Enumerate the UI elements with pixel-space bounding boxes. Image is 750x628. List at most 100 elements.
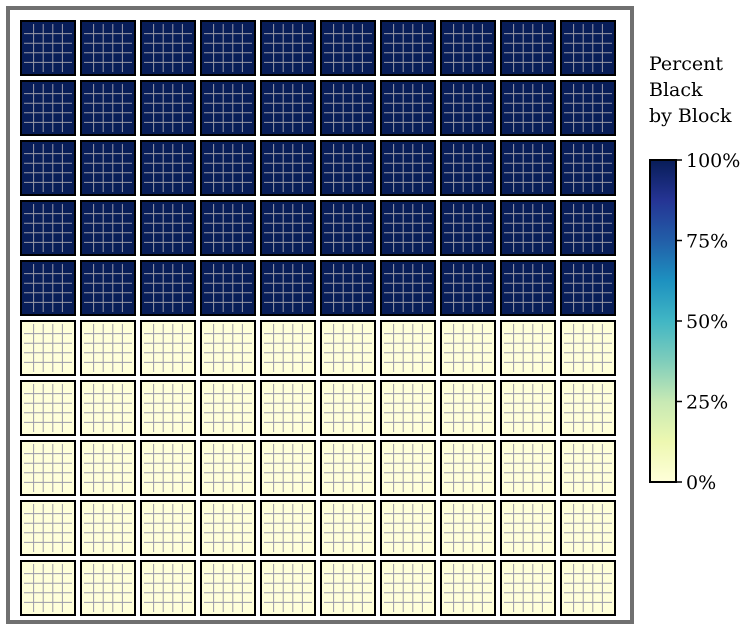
map-block [200,80,256,136]
map-block [500,500,556,556]
map-block [500,20,556,76]
map-block [80,140,136,196]
map-block [20,500,76,556]
map-block [20,260,76,316]
colorbar-legend: Percent Black by Block 100% 75% 50% 25% 0% [649,53,740,494]
map-block [440,440,496,496]
map-block [500,80,556,136]
map-block [80,380,136,436]
map-block [260,560,316,616]
map-block [20,200,76,256]
map-block [560,440,616,496]
map-block [260,80,316,136]
map-block [20,320,76,376]
map-block [260,320,316,376]
map-block [80,500,136,556]
map-block [500,560,556,616]
map-block [260,260,316,316]
map-block [260,200,316,256]
map-block [80,80,136,136]
colorbar-ticks: 100% 75% 50% 25% 0% [676,150,740,494]
map-block [200,140,256,196]
map-block [20,440,76,496]
map-block [380,560,436,616]
map-block [380,20,436,76]
map-block [380,380,436,436]
colorbar-tick-label: 50% [686,311,728,333]
map-block [200,260,256,316]
map-block [80,260,136,316]
map-block [320,200,376,256]
map-block [440,20,496,76]
map-block [440,560,496,616]
map-block [500,140,556,196]
map-block [140,440,196,496]
map-block [140,20,196,76]
map-block [380,500,436,556]
map-block [260,380,316,436]
map-block [20,20,76,76]
map-block [500,320,556,376]
map-block [560,200,616,256]
map-block [200,380,256,436]
map-block [560,320,616,376]
map-block [200,440,256,496]
block-grid [20,20,616,616]
colorbar-tick-label: 0% [686,472,716,494]
map-block [440,380,496,436]
map-block [440,260,496,316]
map-block [320,560,376,616]
map-block [320,20,376,76]
map-block [200,200,256,256]
map-block [20,140,76,196]
map-block [200,560,256,616]
map-block [320,440,376,496]
map-block [440,500,496,556]
map-block [500,440,556,496]
map-block [440,320,496,376]
map-block [20,560,76,616]
map-block [260,140,316,196]
map-block [260,500,316,556]
map-block [20,80,76,136]
colorbar [649,159,677,483]
map-block [320,500,376,556]
map-block [80,20,136,76]
map-block [140,260,196,316]
map-block [560,380,616,436]
map-block [140,380,196,436]
colorbar-tick-label: 100% [686,150,740,172]
map-block [320,80,376,136]
map-block [320,260,376,316]
map-block [140,200,196,256]
map-block [200,320,256,376]
colorbar-tick-label: 25% [686,392,728,414]
map-block [140,560,196,616]
map-block [140,80,196,136]
map-block [200,20,256,76]
map-block [380,320,436,376]
map-block [560,560,616,616]
map-block [560,20,616,76]
map-block [140,500,196,556]
map-block [380,440,436,496]
colorbar-title-line-3: by Block [649,105,732,127]
map-block [560,80,616,136]
map-block [80,320,136,376]
map-block [320,380,376,436]
map-block [260,440,316,496]
map-block [140,140,196,196]
map-block [320,320,376,376]
map-block [500,380,556,436]
map-block [80,200,136,256]
map-block [380,80,436,136]
colorbar-title-line-2: Black [649,79,703,101]
map-block [440,80,496,136]
map-block [440,200,496,256]
map-block [20,380,76,436]
map-block [320,140,376,196]
map-block [380,140,436,196]
map-block [380,200,436,256]
colorbar-tick-label: 75% [686,231,728,253]
